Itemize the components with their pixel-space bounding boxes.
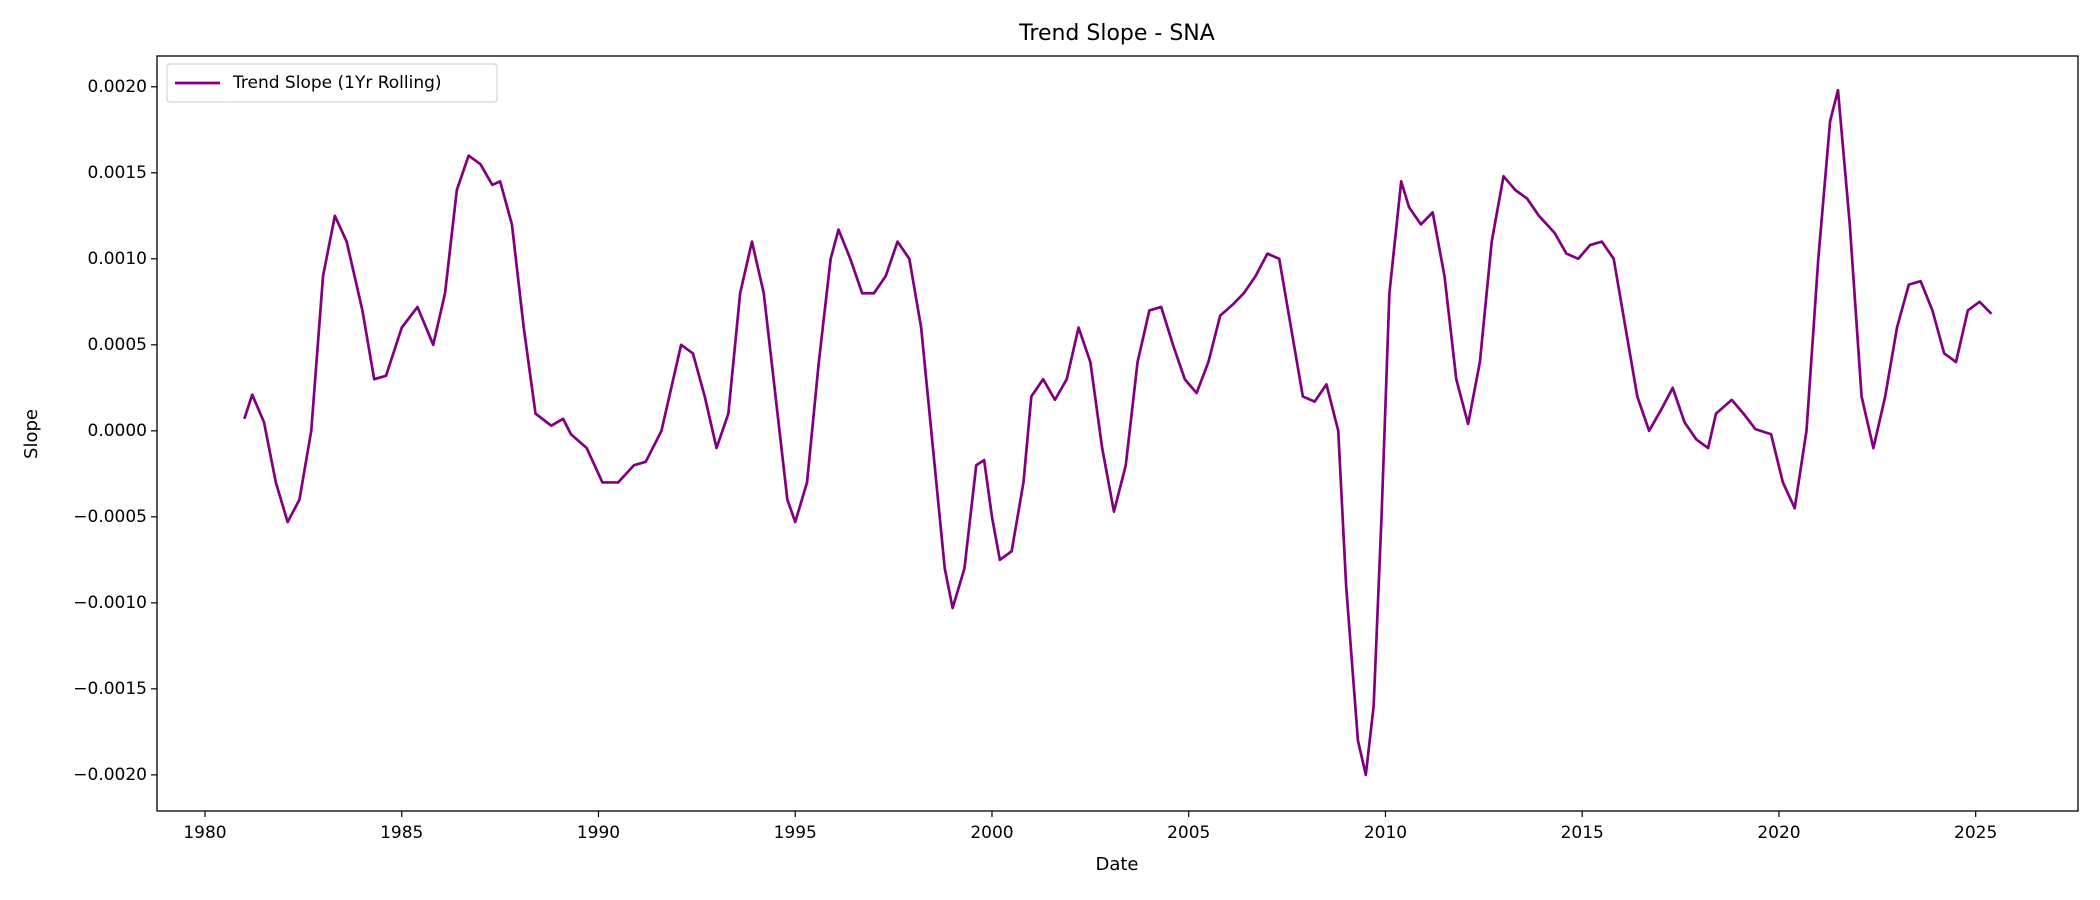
x-tick-label: 2000 <box>970 823 1013 843</box>
y-tick-label: −0.0005 <box>73 507 147 527</box>
x-tick-label: 2025 <box>1954 823 1997 843</box>
x-tick-label: 1995 <box>774 823 817 843</box>
x-tick-label: 2005 <box>1167 823 1210 843</box>
x-tick-label: 2010 <box>1364 823 1407 843</box>
legend-box <box>166 63 498 103</box>
y-tick-label: 0.0000 <box>88 421 147 441</box>
x-axis-label: Date <box>1095 854 1138 875</box>
y-tick-label: 0.0010 <box>88 249 147 269</box>
x-tick-label: 1985 <box>380 823 423 843</box>
x-tick-label: 1990 <box>577 823 620 843</box>
x-tick-label: 1980 <box>183 823 226 843</box>
y-axis-label: Slope <box>21 409 42 459</box>
line-series <box>243 88 1993 777</box>
x-tick-label: 2020 <box>1757 823 1800 843</box>
y-tick-label: −0.0020 <box>73 765 147 785</box>
y-tick-label: 0.0020 <box>88 77 147 97</box>
plot-frame <box>156 55 2079 812</box>
y-tick-label: 0.0015 <box>88 163 147 183</box>
y-tick-label: 0.0005 <box>88 335 147 355</box>
chart-title: Trend Slope - SNA <box>1018 21 1215 46</box>
legend-label: Trend Slope (1Yr Rolling) <box>232 73 442 93</box>
x-tick-label: 2015 <box>1561 823 1604 843</box>
y-tick-label: −0.0015 <box>73 679 147 699</box>
y-tick-label: −0.0010 <box>73 593 147 613</box>
